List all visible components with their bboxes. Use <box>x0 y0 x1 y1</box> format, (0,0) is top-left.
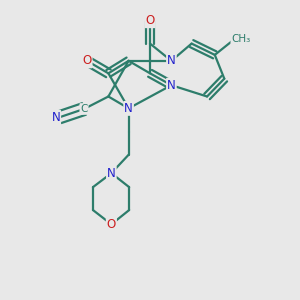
Text: O: O <box>107 218 116 231</box>
Text: O: O <box>146 14 154 27</box>
Text: CH₃: CH₃ <box>231 34 250 44</box>
Text: N: N <box>51 111 60 124</box>
Text: N: N <box>124 102 133 115</box>
Text: N: N <box>167 79 176 92</box>
Text: N: N <box>167 54 176 67</box>
Text: C: C <box>80 104 88 114</box>
Text: O: O <box>82 54 91 67</box>
Text: N: N <box>107 167 116 180</box>
